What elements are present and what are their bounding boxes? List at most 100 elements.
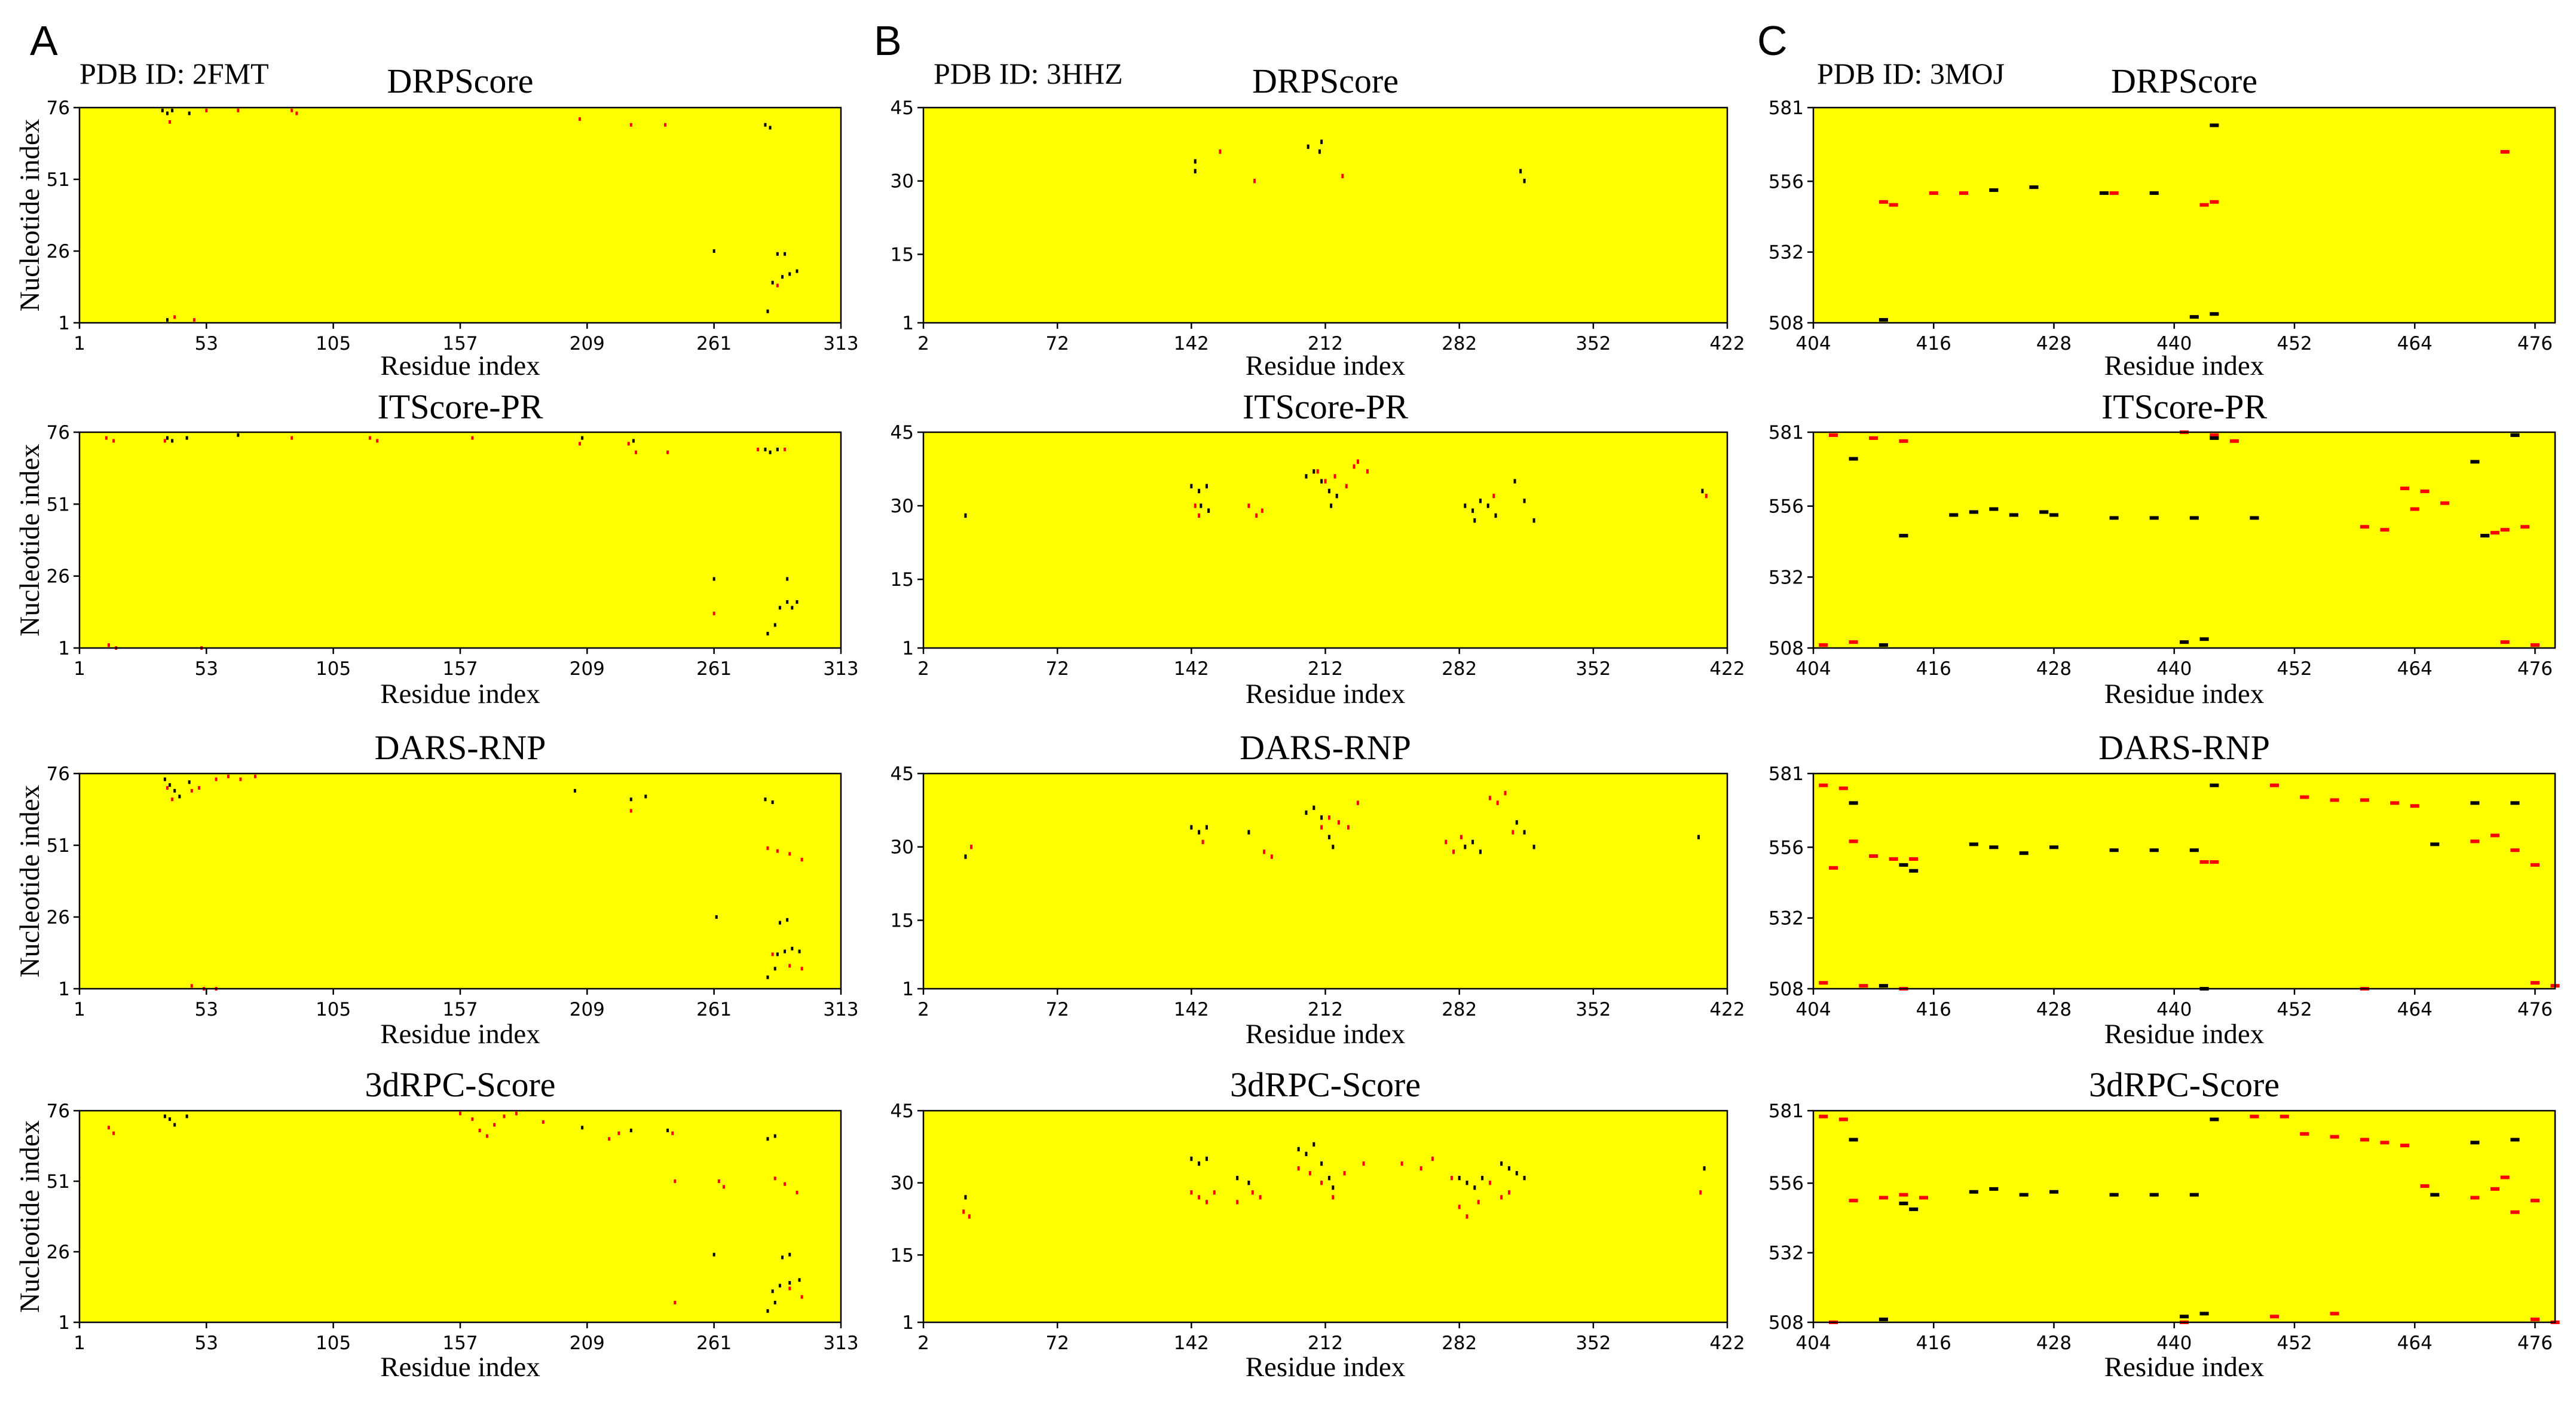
- x-tick-label: 428: [2036, 1332, 2072, 1354]
- x-tick-label: 142: [1174, 658, 1209, 680]
- contact-black-mark: [1513, 479, 1516, 484]
- contact-red-mark: [579, 117, 582, 121]
- contact-red-mark: [1500, 1195, 1503, 1200]
- x-tick-label: 282: [1442, 658, 1477, 680]
- contact-black-mark: [1532, 845, 1535, 849]
- contact-red-mark: [1496, 800, 1499, 805]
- x-tick-label: 105: [316, 333, 351, 354]
- contact-red-mark: [1828, 866, 1838, 870]
- contact-red-mark: [2300, 795, 2309, 799]
- plot-background: [923, 432, 1727, 648]
- contact-black-mark: [2109, 848, 2119, 852]
- contact-black-mark: [1515, 820, 1518, 825]
- y-tick-label: 51: [47, 169, 70, 191]
- contact-black-mark: [629, 797, 632, 802]
- contact-red-mark: [962, 1209, 965, 1214]
- contact-red-mark: [2210, 860, 2219, 864]
- contact-black-mark: [2039, 510, 2049, 514]
- x-tick-label: 282: [1442, 1332, 1477, 1354]
- y-axis-label: Nucleotide index: [14, 119, 45, 311]
- contact-red-mark: [163, 439, 166, 443]
- y-axis-label: Nucleotide index: [14, 1120, 45, 1313]
- x-axis-label: Residue index: [380, 678, 540, 710]
- contact-red-mark: [105, 436, 108, 440]
- contact-black-mark: [2049, 1190, 2059, 1194]
- contact-red-mark: [515, 1111, 518, 1115]
- contact-black-mark: [766, 1309, 769, 1313]
- contact-black-mark: [764, 797, 767, 802]
- contact-black-mark: [1701, 488, 1704, 494]
- contact-black-mark: [1313, 469, 1315, 474]
- contact-black-mark: [1899, 863, 1908, 867]
- x-axis-label: Residue index: [1246, 350, 1406, 381]
- x-tick-label: 53: [195, 999, 218, 1020]
- contact-black-mark: [2510, 433, 2520, 437]
- contact-red-mark: [2199, 860, 2209, 864]
- contact-black-mark: [2149, 191, 2159, 195]
- contact-black-mark: [581, 436, 584, 440]
- contact-black-mark: [2189, 516, 2199, 520]
- contact-red-mark: [1819, 783, 1828, 787]
- contact-red-mark: [1353, 464, 1356, 469]
- contact-map-c-1: DRPScore 404 416 428 440 452 464 476 508 532 556 58…: [1769, 62, 2556, 381]
- contact-red-mark: [1899, 439, 1908, 443]
- plot-background: [79, 1111, 841, 1322]
- contact-red-mark: [1488, 796, 1491, 800]
- contact-map-c-2: ITScore-PR 404 416 428 440 452 464 476 508 532 556…: [1769, 387, 2556, 710]
- contact-black-mark: [1507, 1166, 1510, 1171]
- contact-red-mark: [1838, 786, 1848, 790]
- x-tick-label: 404: [1795, 658, 1831, 680]
- contact-black-mark: [764, 447, 767, 451]
- contact-red-mark: [2380, 528, 2390, 532]
- contact-red-mark: [1205, 1200, 1208, 1205]
- plot-background: [1813, 1111, 2555, 1322]
- contact-red-mark: [108, 1126, 110, 1130]
- contact-red-mark: [674, 1300, 677, 1304]
- x-tick-label: 428: [2036, 658, 2072, 680]
- contact-red-mark: [1247, 503, 1250, 508]
- y-tick-label: 30: [891, 496, 914, 517]
- contact-black-mark: [2189, 315, 2199, 319]
- contact-red-mark: [376, 439, 379, 443]
- contact-black-mark: [766, 309, 769, 313]
- contact-red-mark: [800, 967, 803, 971]
- contact-black-mark: [776, 952, 779, 956]
- y-tick-label: 26: [47, 566, 70, 588]
- plot-background: [79, 108, 841, 323]
- contact-red-mark: [190, 984, 193, 988]
- contact-black-mark: [1198, 1161, 1201, 1166]
- y-tick-label: 556: [1769, 837, 1804, 858]
- x-tick-label: 313: [823, 658, 858, 680]
- contact-red-mark: [664, 123, 666, 127]
- x-tick-label: 313: [823, 333, 858, 354]
- contact-red-mark: [2269, 1315, 2279, 1319]
- contact-red-mark: [1492, 493, 1495, 499]
- contact-red-mark: [1819, 643, 1828, 647]
- plot-title: 3dRPC-Score: [365, 1065, 556, 1104]
- contact-black-mark: [798, 1278, 801, 1282]
- contact-red-mark: [2520, 525, 2530, 529]
- contact-black-mark: [2019, 851, 2029, 855]
- contact-red-mark: [108, 643, 110, 647]
- x-axis-label: Residue index: [380, 350, 540, 381]
- contact-black-mark: [1247, 1181, 1250, 1185]
- x-tick-label: 464: [2397, 999, 2433, 1020]
- contact-red-mark: [1333, 474, 1336, 479]
- x-tick-label: 209: [570, 1332, 605, 1354]
- contact-red-mark: [2330, 1135, 2339, 1139]
- contact-black-mark: [796, 600, 799, 604]
- contact-red-mark: [2199, 203, 2209, 207]
- contact-black-mark: [1909, 1207, 1919, 1211]
- contact-black-mark: [786, 600, 789, 604]
- contact-red-mark: [2109, 191, 2119, 195]
- contact-red-mark: [1332, 1195, 1335, 1200]
- contact-red-mark: [1198, 513, 1201, 518]
- contact-red-mark: [2360, 798, 2369, 802]
- contact-black-mark: [2049, 845, 2059, 849]
- contact-black-mark: [2510, 801, 2520, 805]
- contact-black-mark: [1464, 503, 1467, 508]
- contact-black-mark: [1307, 144, 1310, 149]
- contact-red-mark: [1849, 1199, 1858, 1203]
- plot-background: [1813, 774, 2555, 989]
- x-axis-label: Residue index: [1246, 1019, 1406, 1050]
